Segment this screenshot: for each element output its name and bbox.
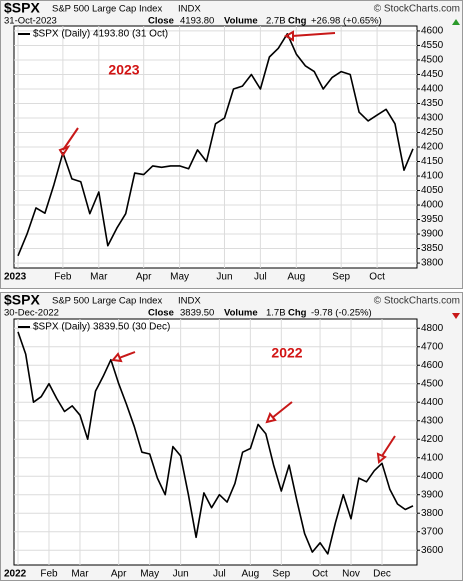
y-tick-label: 4500 <box>421 378 444 389</box>
index-name: S&P 500 Large Cap Index <box>52 4 162 15</box>
watermark: © StockCharts.com <box>374 4 460 15</box>
close-label: Close <box>148 308 174 319</box>
up-triangle <box>452 19 460 25</box>
exchange: INDX <box>178 296 201 307</box>
x-tick-label: Nov <box>342 569 360 580</box>
y-tick-label: 3700 <box>421 526 444 537</box>
plot-area <box>13 318 418 566</box>
date: 31-Oct-2023 <box>4 16 57 27</box>
volume: 2.7B <box>266 16 286 27</box>
price-line <box>17 331 414 555</box>
arrow-head <box>283 30 294 42</box>
annotation: 2023 <box>108 62 139 78</box>
y-tick-label: 3600 <box>421 545 444 556</box>
x-tick-label: Aug <box>287 272 305 283</box>
x-tick-label: 2023 <box>4 272 27 283</box>
y-tick-label: 4100 <box>421 452 444 463</box>
y-tick-label: 3850 <box>421 243 444 254</box>
arrow-head <box>58 145 71 157</box>
x-tick-label: May <box>140 569 159 580</box>
y-tick-label: 4800 <box>421 323 444 334</box>
y-tick-label: 3800 <box>421 258 444 269</box>
arrow <box>291 32 336 37</box>
x-tick-label: Oct <box>369 272 385 283</box>
x-tick-label: Feb <box>54 272 72 283</box>
y-tick-label: 4550 <box>421 40 444 51</box>
x-tick-label: May <box>170 272 189 283</box>
exchange: INDX <box>178 4 201 15</box>
legend-entry: $SPX (Daily) 4193.80 (31 Oct) <box>33 29 168 40</box>
symbol: $SPX <box>4 292 40 308</box>
x-tick-label: Jun <box>216 272 232 283</box>
x-tick-label: Dec <box>373 569 391 580</box>
close: 4193.80 <box>180 16 214 27</box>
arrow-head <box>111 352 123 363</box>
x-tick-label: 2022 <box>4 569 27 580</box>
y-tick-label: 4250 <box>421 127 444 138</box>
y-tick-label: 4300 <box>421 113 444 124</box>
arrow <box>381 435 396 457</box>
annotation: 2022 <box>271 345 302 361</box>
volume: 1.7B <box>266 308 286 319</box>
price-line <box>17 33 414 257</box>
y-tick-label: 4050 <box>421 185 444 196</box>
y-tick-label: 4000 <box>421 471 444 482</box>
volume-label: Volume <box>224 308 258 319</box>
chg: +26.98 (+0.65%) <box>311 16 382 27</box>
y-tick-label: 4000 <box>421 200 444 211</box>
index-name: S&P 500 Large Cap Index <box>52 296 162 307</box>
date: 30-Dec-2022 <box>4 308 59 319</box>
x-tick-label: Apr <box>111 569 127 580</box>
x-tick-label: Oct <box>312 569 328 580</box>
y-tick-label: 4500 <box>421 55 444 66</box>
x-tick-label: Mar <box>90 272 108 283</box>
down-triangle <box>452 313 460 319</box>
x-tick-label: Jul <box>213 569 226 580</box>
watermark: © StockCharts.com <box>374 296 460 307</box>
y-tick-label: 3900 <box>421 489 444 500</box>
y-tick-label: 3900 <box>421 229 444 240</box>
x-tick-label: Jun <box>173 569 189 580</box>
close: 3839.50 <box>180 308 214 319</box>
y-tick-label: 4600 <box>421 26 444 37</box>
y-tick-label: 4400 <box>421 397 444 408</box>
y-tick-label: 4400 <box>421 84 444 95</box>
arrow <box>118 351 136 359</box>
symbol: $SPX <box>4 0 40 16</box>
y-tick-label: 3950 <box>421 214 444 225</box>
y-tick-label: 4100 <box>421 171 444 182</box>
x-tick-label: Sep <box>332 272 350 283</box>
y-tick-label: 4300 <box>421 415 444 426</box>
x-tick-label: Apr <box>136 272 152 283</box>
x-tick-label: Jul <box>254 272 267 283</box>
arrow-head <box>376 452 387 464</box>
arrow <box>271 401 293 419</box>
volume-label: Volume <box>224 16 258 27</box>
x-tick-label: Aug <box>241 569 259 580</box>
chg-label: Chg <box>288 308 307 319</box>
x-tick-label: Feb <box>40 569 58 580</box>
legend-entry: $SPX (Daily) 3839.50 (30 Dec) <box>33 322 170 333</box>
chg: -9.78 (-0.25%) <box>311 308 372 319</box>
y-tick-label: 4200 <box>421 434 444 445</box>
arrow <box>62 127 79 151</box>
close-label: Close <box>148 16 174 27</box>
y-tick-label: 4450 <box>421 69 444 80</box>
y-tick-label: 3800 <box>421 508 444 519</box>
y-tick-label: 4350 <box>421 98 444 109</box>
chg-label: Chg <box>288 16 307 27</box>
arrows <box>58 30 396 464</box>
y-tick-label: 4200 <box>421 142 444 153</box>
x-tick-label: Sep <box>272 569 290 580</box>
x-tick-label: Mar <box>71 569 89 580</box>
y-tick-label: 4150 <box>421 156 444 167</box>
y-tick-label: 4700 <box>421 341 444 352</box>
arrow-head <box>265 412 277 424</box>
y-tick-label: 4600 <box>421 360 444 371</box>
